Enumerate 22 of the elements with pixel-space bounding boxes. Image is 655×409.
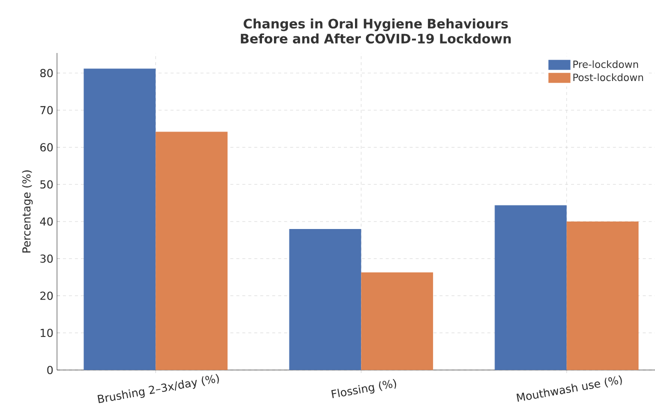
legend-label: Pre-lockdown (573, 60, 638, 68)
y-tick-label: 40 (40, 217, 53, 226)
x-tick-label: Flossing (%) (331, 379, 396, 398)
y-axis-title: Percentage (%) (22, 170, 33, 252)
y-tick-label: 50 (40, 180, 53, 189)
y-tick-label: 70 (40, 106, 53, 114)
x-tick-label: Brushing 2–3x/day (%) (98, 374, 219, 404)
y-tick-label: 60 (40, 143, 53, 152)
bar (361, 272, 434, 370)
y-tick-label: 30 (40, 254, 53, 263)
bar (84, 68, 156, 370)
bar (494, 205, 567, 370)
legend-label: Post-lockdown (573, 73, 644, 82)
bar (566, 222, 639, 370)
bar (289, 228, 362, 370)
y-tick-label: 10 (40, 328, 53, 338)
y-tick-label: 80 (40, 68, 53, 78)
y-tick-label: 20 (40, 292, 53, 300)
x-tick-label: Mouthwash use (%) (516, 375, 622, 402)
bar (156, 132, 228, 370)
chart-title: Changes in Oral Hygiene Behaviours Before and After COVID-19 Lockdown (240, 18, 511, 44)
y-tick-label: 0 (47, 366, 53, 374)
